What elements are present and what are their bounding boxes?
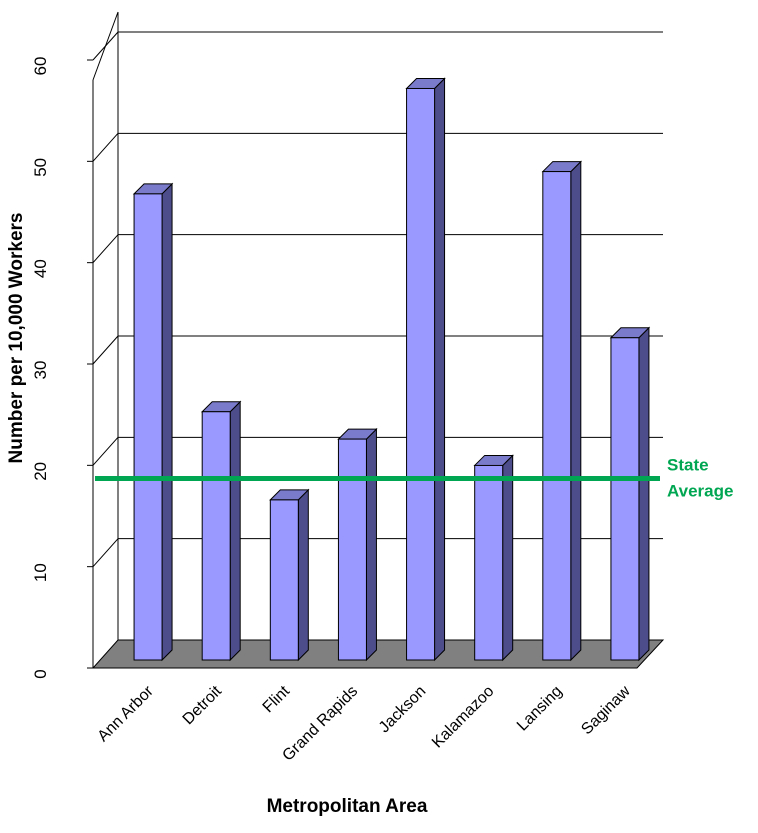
y-tick-label: 50 <box>31 158 50 177</box>
y-tick-label: 30 <box>31 361 50 380</box>
y-tick-label: 40 <box>31 259 50 278</box>
bar-side <box>434 77 446 662</box>
left-wall-top-edge <box>92 11 119 81</box>
y-axis-title: Number per 10,000 Workers <box>6 213 27 464</box>
x-tick-label: Kalamazoo <box>429 683 498 752</box>
x-axis-title: Metropolitan Area <box>267 796 428 817</box>
bar-side <box>365 427 377 662</box>
bar-side <box>297 488 309 662</box>
left-wall-gridline <box>92 335 119 365</box>
state-average-label-line-2: Average <box>667 482 733 501</box>
x-tick-label: Detroit <box>180 682 226 728</box>
value-axis <box>87 11 119 669</box>
state-average-label-line-1: State <box>667 456 709 475</box>
bar-side <box>161 182 173 662</box>
left-wall-gridline <box>92 437 119 466</box>
bar <box>542 171 572 661</box>
y-tick-label: 20 <box>31 462 50 481</box>
left-wall-gridline <box>92 133 119 162</box>
y-tick-label: 60 <box>31 57 50 76</box>
bars <box>132 77 651 662</box>
left-wall-gridline <box>92 234 119 263</box>
x-tick-label: Saginaw <box>578 682 634 738</box>
y-tick-label: 10 <box>31 563 50 582</box>
left-wall-gridline <box>92 538 119 567</box>
bar <box>474 464 504 661</box>
y-tick-label: 0 <box>31 669 50 678</box>
x-tick-label: Ann Arbor <box>95 682 158 745</box>
bar <box>610 337 640 661</box>
bar-side <box>229 400 241 662</box>
bar-side <box>638 326 650 662</box>
bar <box>406 87 436 661</box>
bar <box>201 411 231 661</box>
y-tick-labels: 0 10 20 30 40 50 60 <box>31 57 50 679</box>
bar <box>269 499 299 661</box>
bar <box>337 438 367 661</box>
x-tick-label: Flint <box>260 682 294 716</box>
x-tick-label: Jackson <box>376 683 430 737</box>
bar-side <box>502 454 514 662</box>
x-tick-label: Lansing <box>514 683 566 735</box>
bar <box>133 193 163 661</box>
bar-side <box>570 160 582 662</box>
